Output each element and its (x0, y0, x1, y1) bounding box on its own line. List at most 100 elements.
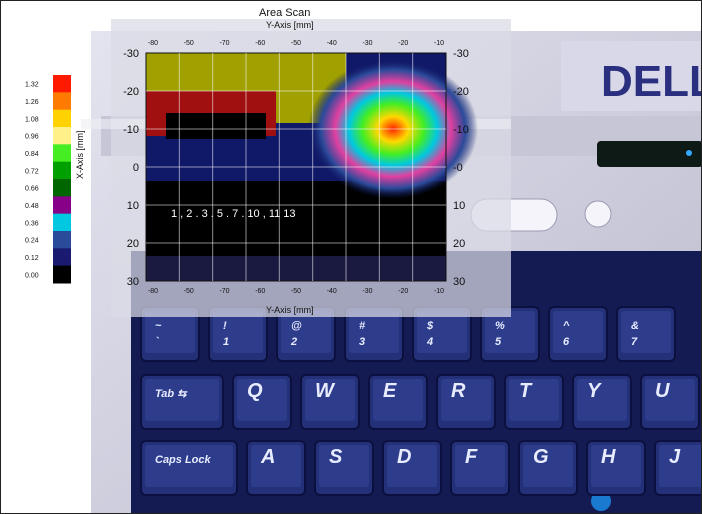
colorbar-swatch (53, 213, 71, 232)
colorbar-swatch (53, 265, 71, 284)
key-label: E (383, 380, 397, 402)
x-ticks-bottom: -80 -50 -70 -60 -50 -40 -30 -20 -10 (148, 288, 444, 295)
key-label: & (631, 320, 639, 332)
colorbar-swatch (53, 109, 71, 128)
key-label: Caps Lock (155, 454, 212, 466)
key-face (645, 379, 695, 421)
plot-text-strip: 1 , 2 . 3 . 5 . 7 . 10 , 11 13 (171, 208, 296, 220)
key-face (417, 311, 467, 353)
key-label: T (519, 380, 533, 402)
key-label: 2 (290, 336, 297, 348)
key-label: R (451, 380, 466, 402)
colorbar-label: 0.24 (25, 238, 39, 245)
x-tick-label: -80 (148, 40, 158, 47)
key-label: H (601, 446, 616, 468)
key-label: # (359, 320, 366, 332)
key-face (237, 379, 287, 421)
y-tick-label: 10 (453, 200, 465, 212)
x-tick-label: -60 (255, 40, 265, 47)
heatmap-bottom (146, 256, 446, 281)
colorbar-swatch (53, 127, 71, 145)
y-tick-label: 20 (453, 238, 465, 250)
key-label: G (533, 446, 549, 468)
status-led (686, 150, 692, 156)
colorbar-label: 0.96 (25, 134, 39, 141)
key-label: Y (587, 380, 602, 402)
key-face (281, 311, 331, 353)
key-face (387, 445, 437, 487)
logo-mark: DELL (601, 57, 701, 106)
key-label: 7 (631, 336, 638, 348)
colorbar-label: 1.08 (25, 116, 39, 123)
y-tick-label: 30 (127, 276, 139, 288)
y-ticks-right: -30 -20 -10 -0 10 20 30 (453, 48, 469, 288)
key-label: J (669, 446, 681, 468)
key-label: 5 (495, 336, 502, 348)
key-label: 1 (223, 336, 229, 348)
colorbar-swatch (53, 144, 71, 163)
x-tick-label: -60 (255, 288, 265, 295)
x-tick-label: -40 (327, 288, 337, 295)
key-label: @ (291, 320, 302, 332)
x-tick-label: -50 (184, 288, 194, 295)
key-label: 4 (426, 336, 433, 348)
x-tick-label: -80 (148, 288, 158, 295)
key-label: ` (155, 336, 160, 348)
key-face (591, 445, 641, 487)
key-label: D (397, 446, 411, 468)
key-face (485, 311, 535, 353)
key-face (213, 311, 263, 353)
x-tick-label: -10 (434, 40, 444, 47)
x-axis-label-top: Y-Axis [mm] (266, 20, 314, 30)
x-tick-label: -20 (398, 288, 408, 295)
key-face (553, 311, 603, 353)
colorbar-label: 0.48 (25, 203, 39, 210)
key-label: 6 (563, 336, 570, 348)
x-tick-label: -70 (219, 40, 229, 47)
y-tick-label: -10 (453, 124, 469, 136)
key-label: A (260, 446, 275, 468)
logo-area (561, 41, 701, 111)
y-tick-label: 10 (127, 200, 139, 212)
key-face (145, 311, 195, 353)
x-tick-label: -50 (291, 40, 301, 47)
x-tick-label: -20 (398, 40, 408, 47)
keyboard: ~ `! 1 @2 #3 $4% 5 ^ 6 & 7 Tab ⇆ Q W E R T Y U Caps Lock A S D… (140, 306, 701, 496)
colorbar-swatch (53, 179, 71, 197)
colorbar-label: 0.72 (25, 168, 39, 175)
key-label: F (465, 446, 478, 468)
key-face (577, 379, 627, 421)
colorbar-swatch (53, 231, 71, 249)
key-face (319, 445, 369, 487)
colorbar-label: 1.32 (25, 82, 39, 89)
y-tick-label: -30 (453, 48, 469, 60)
key-label: $ (426, 320, 434, 332)
colorbar-swatch (53, 248, 71, 267)
colorbar-label: 1.26 (25, 99, 39, 106)
key-face (145, 379, 219, 421)
x-ticks-top: -80 -50 -70 -60 -50 -40 -30 -20 -10 (148, 40, 444, 47)
key-label: W (315, 380, 336, 402)
x-tick-label: -40 (327, 40, 337, 47)
status-panel (597, 141, 701, 167)
colorbar-label: 0.84 (25, 151, 39, 158)
colorbar-label: 0.12 (25, 255, 39, 262)
x-tick-label: -50 (291, 288, 301, 295)
key-label: ! (223, 320, 227, 332)
key-face (251, 445, 301, 487)
x-tick-label: -70 (219, 288, 229, 295)
key-face (305, 379, 355, 421)
colorbar-swatch (53, 196, 71, 215)
colorbar-swatch (53, 75, 71, 93)
colorbar-label: 0.66 (25, 186, 39, 193)
x-axis-label-bottom: Y-Axis [mm] (266, 305, 314, 315)
key-face (441, 379, 491, 421)
key-face (523, 445, 573, 487)
key-face (659, 445, 701, 487)
y-tick-label: -0 (453, 162, 463, 174)
key-label: % (495, 320, 505, 332)
x-tick-label: -50 (184, 40, 194, 47)
key-face (455, 445, 505, 487)
